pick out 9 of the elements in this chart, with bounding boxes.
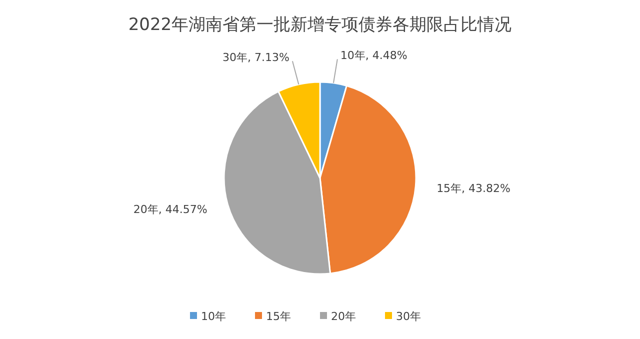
data-label: 10年, 4.48%	[340, 49, 408, 62]
data-label: 20年, 44.57%	[133, 203, 208, 216]
chart-title: 2022年湖南省第一批新增专项债券各期限占比情况	[128, 15, 512, 35]
legend-label: 15年	[266, 310, 291, 323]
legend-label: 10年	[201, 310, 226, 323]
data-label: 30年, 7.13%	[222, 51, 290, 64]
data-label: 15年, 43.82%	[436, 182, 511, 195]
legend-label: 30年	[396, 310, 421, 323]
legend-label: 20年	[331, 310, 356, 323]
